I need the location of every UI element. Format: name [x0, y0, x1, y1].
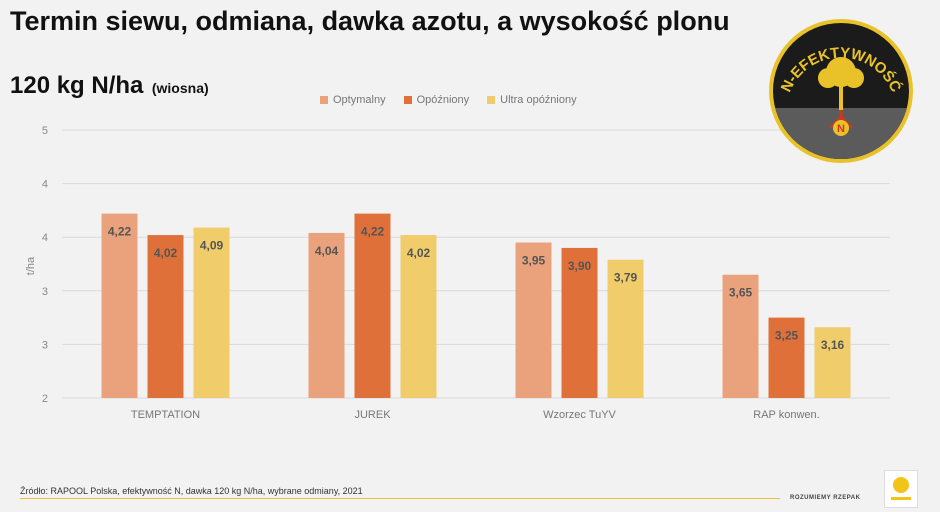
legend-label-opozniony: Opóźniony [416, 94, 470, 106]
data-label: 4,02 [154, 246, 178, 260]
page-title: Termin siewu, odmiana, dawka azotu, a wy… [10, 6, 730, 36]
legend-label-optymalny: Optymalny [333, 94, 386, 106]
x-tick-label: JUREK [354, 409, 391, 421]
subtitle-note: (wiosna) [151, 80, 209, 96]
badge-n-letter: N [837, 123, 845, 135]
x-tick-label: Wzorzec TuYV [543, 409, 616, 421]
bar [101, 213, 138, 398]
bar [354, 213, 391, 398]
bar [193, 227, 230, 398]
data-label: 3,95 [522, 254, 546, 268]
source-divider [20, 498, 780, 499]
bar [308, 232, 345, 398]
tagline: ROZUMIEMY RZEPAK [790, 495, 861, 501]
data-label: 3,90 [568, 259, 592, 273]
subtitle-dose: 120 kg N/ha [10, 72, 144, 99]
bar [515, 242, 552, 398]
data-label: 4,22 [108, 225, 132, 239]
data-label: 4,09 [200, 239, 224, 253]
y-tick-label: 4 [42, 232, 48, 244]
rapool-logo [884, 470, 918, 508]
bar [722, 274, 759, 398]
subtitle: 120 kg N/ha (wiosna) [10, 72, 209, 100]
data-label: 4,22 [361, 225, 385, 239]
legend-item-optymalny: Optymalny [320, 94, 386, 106]
y-axis-label: t/ha [25, 256, 37, 275]
data-label: 4,04 [315, 244, 339, 258]
legend-item-opozniony: Opóźniony [403, 94, 470, 106]
legend-swatch-optymalny [320, 96, 328, 104]
bar [607, 259, 644, 398]
source-note: Źródło: RAPOOL Polska, efektywność N, da… [20, 486, 363, 496]
y-tick-label: 2 [42, 393, 48, 405]
bar [561, 247, 598, 398]
bar [814, 327, 851, 398]
data-label: 3,65 [729, 286, 753, 300]
x-tick-label: TEMPTATION [131, 409, 200, 421]
legend-swatch-opozniony [403, 96, 412, 104]
rapool-logo-icon [891, 477, 911, 500]
bar [400, 235, 437, 398]
chart-legend: Optymalny Opóźniony Ultra opóźniony [320, 94, 577, 106]
n-efektywnosc-badge: N N-EFEKTYWNOŚĆ [769, 19, 913, 163]
badge-n-circle [833, 120, 849, 136]
data-label: 3,16 [821, 338, 845, 352]
data-label: 3,25 [775, 329, 799, 343]
legend-label-ultra: Ultra opóźniony [500, 94, 577, 106]
y-tick-label: 3 [42, 286, 48, 298]
bar-chart: 5 4 4 3 3 2 t/ha 4,22 4,02 4,09 TEMPTATION 4,04 4,22… [25, 125, 890, 421]
y-tick-label: 5 [42, 125, 48, 137]
data-label: 4,02 [407, 246, 431, 260]
bar [147, 235, 184, 398]
y-tick-label: 4 [42, 179, 48, 191]
y-tick-label: 3 [42, 339, 48, 351]
bar [768, 317, 805, 398]
legend-item-ultra: Ultra opóźniony [487, 94, 577, 106]
x-tick-label: RAP konwen. [753, 409, 819, 421]
data-label: 3,79 [614, 271, 638, 285]
legend-swatch-ultra [487, 96, 496, 104]
